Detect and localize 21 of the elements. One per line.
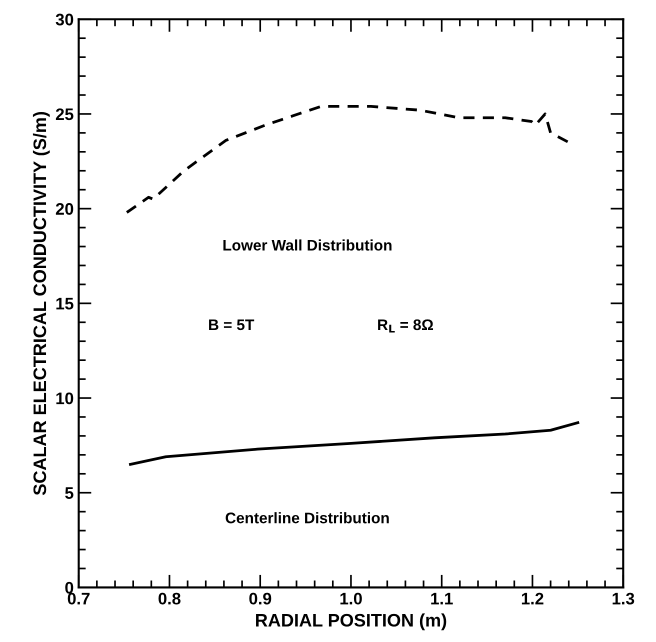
y-tick-label: 15 [56, 298, 74, 310]
x-tick-label: 0.9 [249, 592, 272, 605]
y-tick-label: 20 [56, 203, 74, 215]
y-tick-label: 25 [56, 108, 74, 120]
x-tick-label: 0.7 [68, 592, 90, 605]
y-tick-label: 30 [56, 14, 74, 26]
x-tick-label: 1.1 [431, 592, 453, 604]
x-tick-label: 1.3 [612, 592, 634, 605]
annotation: Centerline Distribution [226, 512, 389, 524]
annotation: Lower Wall Distribution [223, 239, 392, 251]
y-axis-title: SCALAR ELECTRICAL CONDUCTIVITY (S/m) [32, 112, 50, 496]
y-tick-label: 5 [65, 487, 74, 499]
y-tick-label: 0 [65, 582, 74, 594]
x-tick-label: 1.0 [340, 592, 362, 605]
line-series [129, 421, 580, 466]
annotation: R$_{L}$ = 8Ω [378, 319, 434, 333]
x-axis-title: RADIAL POSITION (m) [256, 613, 446, 630]
x-tick-label: 1.2 [522, 592, 544, 604]
y-tick-label: 10 [56, 392, 74, 404]
x-tick-label: 0.8 [158, 592, 181, 605]
annotation: B = 5T [209, 320, 254, 330]
